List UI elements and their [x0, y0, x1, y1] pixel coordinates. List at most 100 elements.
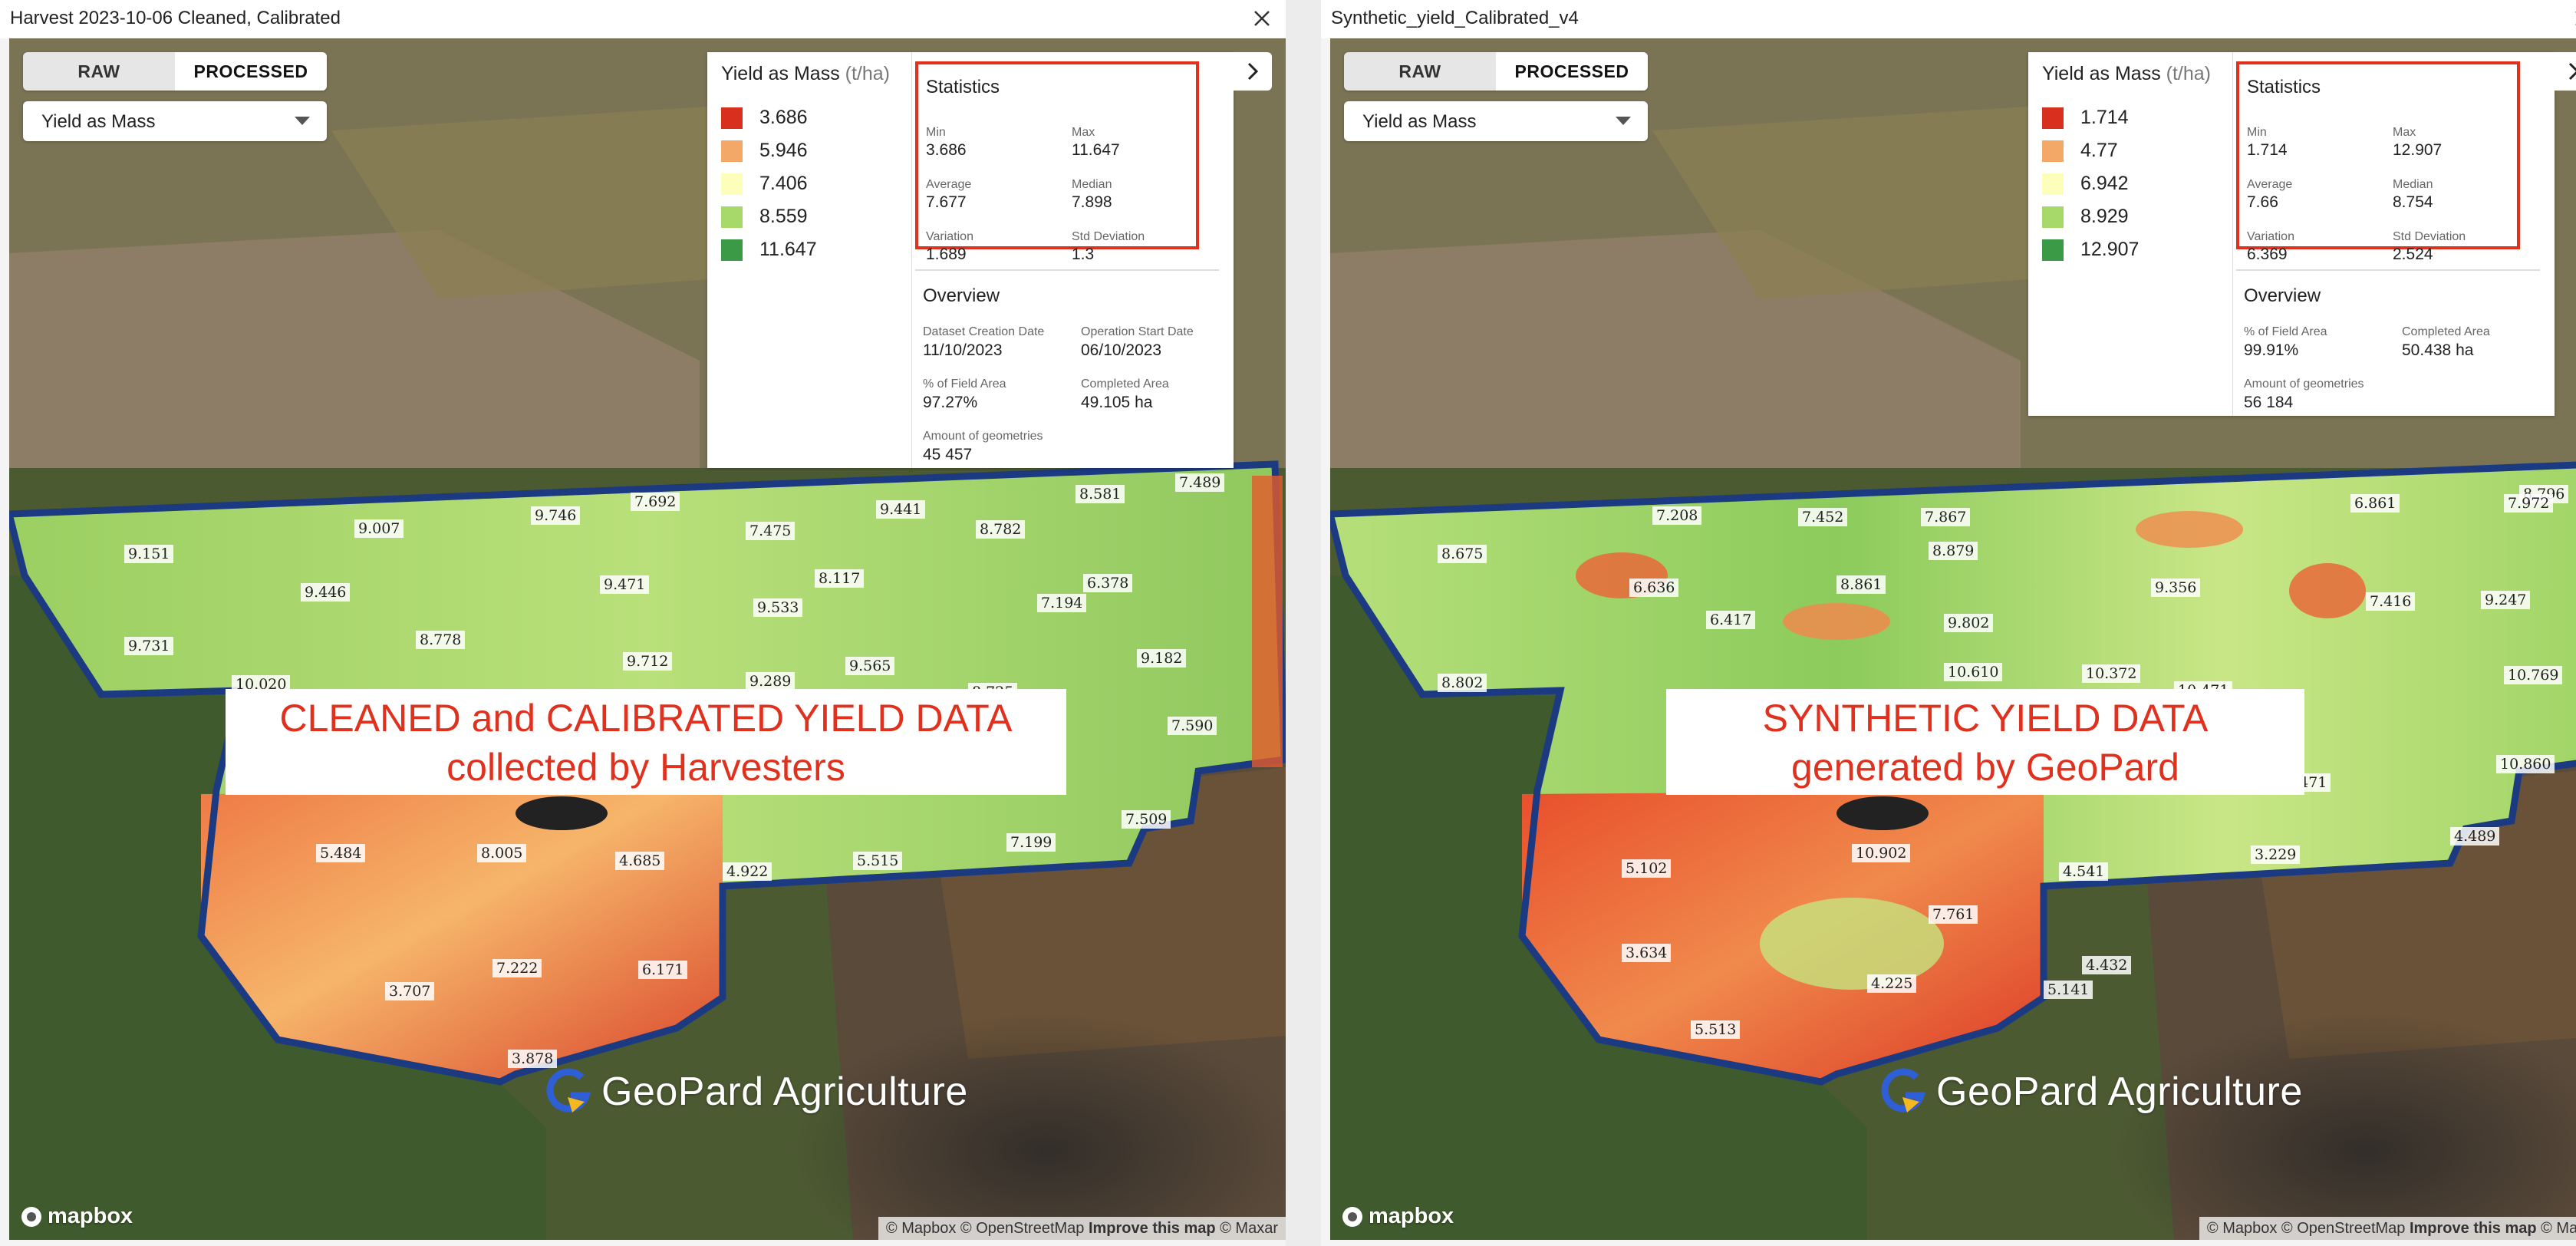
map-value-label: 9.247: [2481, 591, 2531, 609]
data-mode-toggle: RAW PROCESSED: [23, 52, 327, 91]
improve-map-link[interactable]: Improve this map: [2409, 1220, 2537, 1237]
map-value-label: 9.441: [876, 500, 926, 519]
legend-title: Yield as Mass (t/ha): [721, 63, 890, 85]
attribute-select-value: Yield as Mass: [1362, 111, 1477, 132]
map-value-label: 7.867: [1921, 508, 1971, 526]
yield-map[interactable]: 9.151 9.007 9.746 7.692 7.475 9.441 8.581 7.489…: [9, 38, 1286, 1240]
geopard-watermark: GeoPard Agriculture: [1879, 1066, 2303, 1117]
close-button[interactable]: [1247, 4, 1276, 33]
attribution-mapbox-link[interactable]: © Mapbox: [2206, 1220, 2278, 1237]
map-value-label: 7.452: [1798, 508, 1848, 526]
map-value-label: 8.861: [1836, 575, 1886, 594]
map-value-label: 5.102: [1622, 859, 1672, 878]
raw-tab[interactable]: RAW: [77, 61, 120, 81]
yield-map[interactable]: 8.7966.8617.9727.2087.4527.8678.6758.879…: [1330, 38, 2576, 1240]
close-button[interactable]: [2568, 4, 2576, 33]
map-panel-synthetic: Synthetic_yield_Calibrated_v4: [1321, 0, 2576, 1246]
map-value-label: 7.416: [2366, 592, 2416, 611]
map-value-label: 7.692: [631, 493, 680, 511]
divider: [915, 269, 1219, 271]
legend-swatch: [2042, 173, 2064, 195]
caption-line-1: SYNTHETIC YIELD DATA: [1762, 697, 2209, 740]
attribute-select[interactable]: Yield as Mass: [23, 101, 327, 141]
mapbox-logo[interactable]: mapbox: [1341, 1204, 1454, 1229]
map-value-label: 10.902: [1852, 844, 1911, 862]
stat-median-value: 8.754: [2393, 193, 2433, 211]
statistics-section: Statistics Min 1.714 Max 12.907 Average …: [2232, 52, 2555, 416]
stat-variation-label: Variation: [2247, 230, 2294, 243]
map-value-label: 4.225: [1867, 974, 1917, 993]
stat-average-label: Average: [2247, 178, 2293, 191]
overview-label: Amount of geometries: [2244, 377, 2364, 391]
map-value-label: 8.778: [416, 631, 466, 649]
attribute-select-value: Yield as Mass: [41, 111, 156, 132]
attribution-maxar-link[interactable]: © Maxar: [1220, 1220, 1278, 1237]
overview-value: 49.105 ha: [1081, 394, 1153, 411]
map-attribution: © Mapbox © OpenStreetMap Improve this ma…: [878, 1217, 1286, 1240]
caption-line-2: generated by GeoPard: [1791, 746, 2179, 789]
attribution-mapbox-link[interactable]: © Mapbox: [885, 1220, 957, 1237]
legend-unit: (t/ha): [845, 63, 890, 84]
panel-titlebar: Synthetic_yield_Calibrated_v4: [1321, 0, 2576, 38]
processed-tab[interactable]: PROCESSED: [175, 52, 327, 91]
mapbox-icon: [21, 1206, 41, 1227]
data-mode-toggle: RAW PROCESSED: [1344, 52, 1648, 91]
map-value-label: 7.475: [746, 522, 796, 540]
improve-map-link[interactable]: Improve this map: [1088, 1220, 1216, 1237]
legend-swatch: [721, 140, 743, 162]
map-value-label: 8.782: [976, 520, 1026, 539]
chevron-down-icon: [1616, 117, 1631, 125]
legend-value: 8.559: [759, 206, 808, 227]
stat-min-value: 3.686: [926, 141, 967, 159]
processed-tab[interactable]: PROCESSED: [1496, 52, 1648, 91]
geopard-logo-icon: [1881, 1068, 1926, 1112]
stat-max-value: 12.907: [2393, 141, 2443, 159]
legend-stats-panel: Yield as Mass (t/ha) 3.686 5.946 7.406 8…: [707, 52, 1234, 468]
expand-panel-button[interactable]: [1234, 52, 1272, 91]
overview-title: Overview: [2244, 285, 2321, 306]
panel-title: Harvest 2023-10-06 Cleaned, Calibrated: [10, 8, 341, 28]
legend-unit: (t/ha): [2166, 63, 2211, 84]
chevron-down-icon: [295, 117, 310, 125]
mapbox-logo[interactable]: mapbox: [20, 1204, 133, 1229]
legend-title-text: Yield as Mass: [2042, 63, 2161, 84]
legend-value: 5.946: [759, 140, 808, 161]
map-value-label: 10.372: [2082, 664, 2141, 683]
stat-min-value: 1.714: [2247, 141, 2288, 159]
map-value-label: 7.208: [1652, 506, 1702, 525]
legend-swatch: [721, 107, 743, 129]
map-value-label: 4.432: [2082, 956, 2132, 974]
map-value-label: 9.007: [354, 519, 404, 538]
map-value-label: 7.509: [1122, 810, 1171, 829]
map-value-label: 3.634: [1622, 944, 1672, 962]
stat-average-value: 7.66: [2247, 193, 2278, 211]
map-panel-harvest: Harvest 2023-10-06 Cleaned, Calibrated: [0, 0, 1286, 1246]
overview-value: 06/10/2023: [1081, 341, 1162, 359]
attribution-osm-link[interactable]: © OpenStreetMap: [960, 1220, 1085, 1237]
chevron-right-icon: [1247, 62, 1259, 81]
brand-text: GeoPard Agriculture: [1936, 1070, 2303, 1114]
legend-value: 11.647: [759, 239, 817, 260]
raw-tab[interactable]: RAW: [1398, 61, 1441, 81]
panel-title: Synthetic_yield_Calibrated_v4: [1331, 8, 1579, 28]
expand-panel-button[interactable]: [2555, 52, 2576, 91]
legend-swatch: [2042, 140, 2064, 162]
attribute-select[interactable]: Yield as Mass: [1344, 101, 1648, 141]
map-value-label: 7.222: [492, 959, 542, 977]
map-value-label: 9.802: [1944, 614, 1994, 632]
attribution-maxar-link[interactable]: © Maxar: [2541, 1220, 2576, 1237]
caption-line-1: CLEANED and CALIBRATED YIELD DATA: [279, 697, 1013, 740]
legend-swatch: [721, 206, 743, 228]
attribution-osm-link[interactable]: © OpenStreetMap: [2281, 1220, 2406, 1237]
map-value-label: 6.636: [1629, 578, 1679, 597]
overview-label: Amount of geometries: [923, 430, 1043, 443]
caption-line-2: collected by Harvesters: [446, 746, 845, 789]
chevron-right-icon: [2568, 62, 2576, 81]
map-value-label: 9.356: [2151, 578, 2201, 597]
overview-label: % of Field Area: [2244, 325, 2327, 338]
map-value-label: 9.565: [845, 657, 895, 675]
map-value-label: 5.513: [1691, 1020, 1741, 1039]
stat-average-value: 7.677: [926, 193, 967, 211]
map-value-label: 5.484: [316, 844, 366, 862]
map-value-label: 9.151: [124, 545, 174, 563]
